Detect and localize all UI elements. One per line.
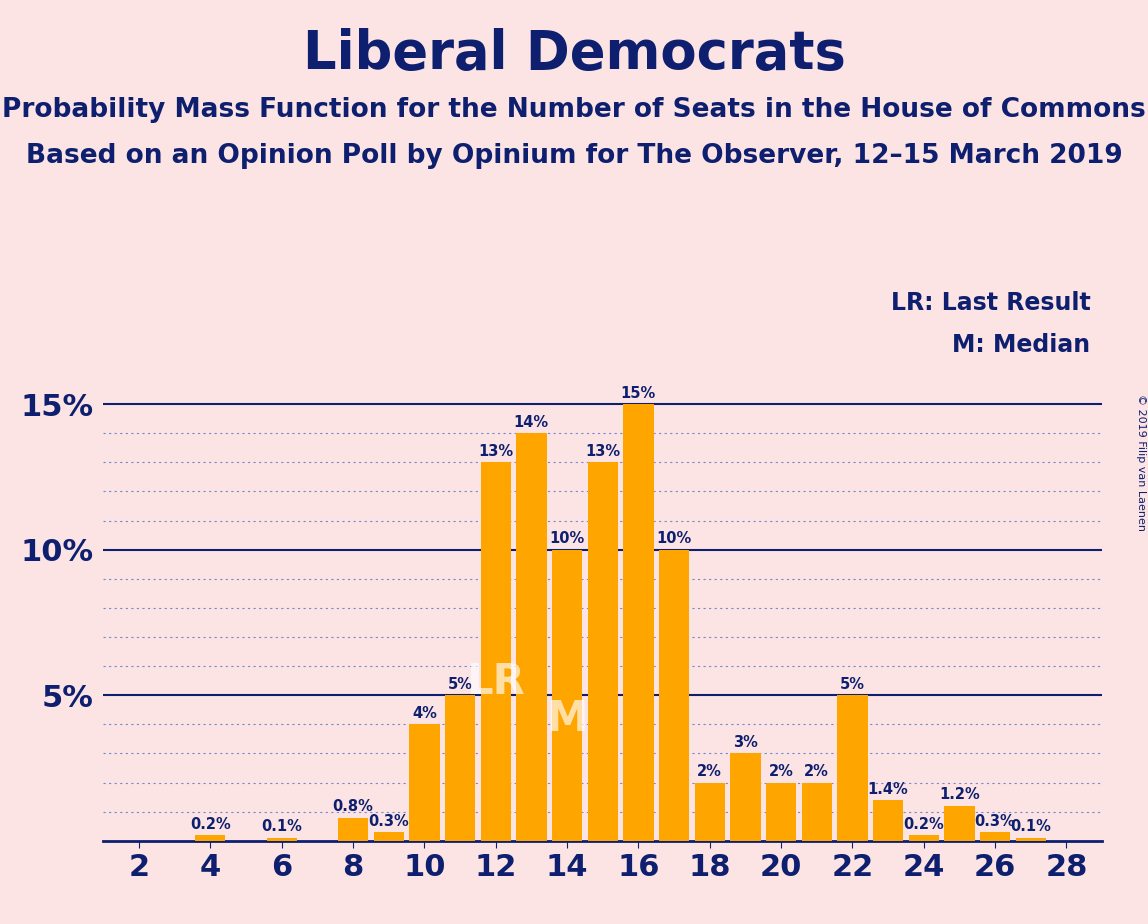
Text: 14%: 14% — [514, 415, 549, 430]
Text: 13%: 13% — [585, 444, 620, 459]
Text: 0.2%: 0.2% — [189, 817, 231, 832]
Text: 1.2%: 1.2% — [939, 787, 979, 802]
Text: © 2019 Filip van Laenen: © 2019 Filip van Laenen — [1135, 394, 1146, 530]
Bar — [588, 462, 618, 841]
Bar — [980, 833, 1010, 841]
Bar — [409, 724, 440, 841]
Bar — [552, 550, 582, 841]
Text: LR: Last Result: LR: Last Result — [891, 291, 1091, 315]
Text: 2%: 2% — [805, 764, 829, 779]
Bar — [195, 835, 225, 841]
Bar — [623, 404, 653, 841]
Text: 0.3%: 0.3% — [369, 814, 409, 829]
Text: 2%: 2% — [769, 764, 793, 779]
Bar — [766, 783, 797, 841]
Bar — [801, 783, 832, 841]
Bar — [872, 800, 903, 841]
Text: 0.8%: 0.8% — [333, 799, 373, 814]
Text: 0.3%: 0.3% — [975, 814, 1016, 829]
Bar — [1016, 838, 1046, 841]
Text: 4%: 4% — [412, 706, 436, 721]
Bar — [945, 806, 975, 841]
Bar — [517, 433, 546, 841]
Text: LR: LR — [466, 661, 525, 703]
Text: 5%: 5% — [448, 676, 473, 692]
Bar — [837, 695, 868, 841]
Text: M: Median: M: Median — [953, 333, 1091, 357]
Text: Liberal Democrats: Liberal Democrats — [303, 28, 845, 79]
Text: 1.4%: 1.4% — [868, 782, 908, 796]
Text: 0.1%: 0.1% — [1010, 820, 1052, 834]
Text: 3%: 3% — [732, 735, 758, 750]
Text: Based on an Opinion Poll by Opinium for The Observer, 12–15 March 2019: Based on an Opinion Poll by Opinium for … — [25, 143, 1123, 169]
Bar — [659, 550, 689, 841]
Text: 0.2%: 0.2% — [903, 817, 944, 832]
Bar — [266, 838, 297, 841]
Bar — [730, 753, 760, 841]
Text: 15%: 15% — [621, 385, 656, 400]
Text: 10%: 10% — [657, 531, 691, 546]
Text: M: M — [546, 698, 588, 739]
Bar — [908, 835, 939, 841]
Text: 10%: 10% — [550, 531, 584, 546]
Bar — [338, 818, 369, 841]
Text: 13%: 13% — [478, 444, 513, 459]
Text: 0.1%: 0.1% — [262, 820, 302, 834]
Bar — [695, 783, 724, 841]
Text: 2%: 2% — [697, 764, 722, 779]
Bar — [445, 695, 475, 841]
Bar — [481, 462, 511, 841]
Text: Probability Mass Function for the Number of Seats in the House of Commons: Probability Mass Function for the Number… — [2, 97, 1146, 123]
Bar — [373, 833, 404, 841]
Text: 5%: 5% — [840, 676, 864, 692]
